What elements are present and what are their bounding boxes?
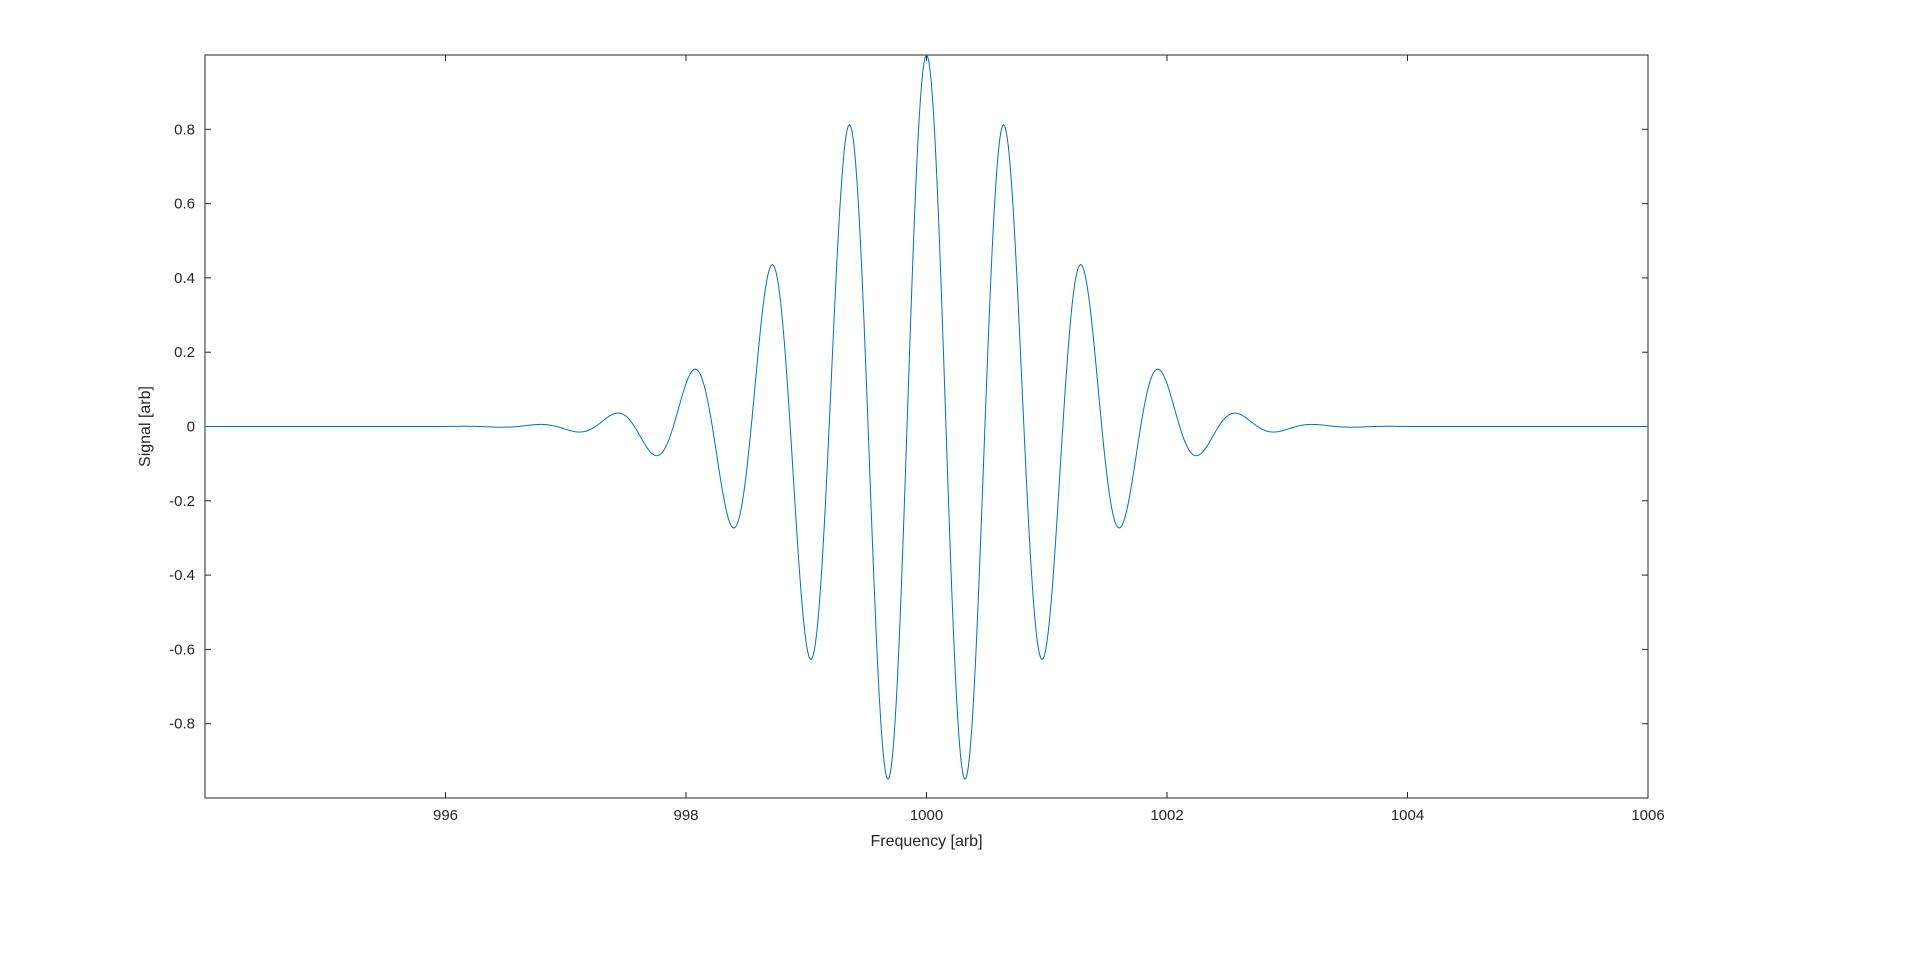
- y-tick-label: -0.4: [169, 567, 195, 584]
- chart-container: 996 998 1000 1002 1004 1006 -0.8 -0.6 -0.4 -0.2 0 0…: [0, 0, 1920, 971]
- y-tick-label: -0.6: [169, 641, 195, 658]
- y-tick-label: 0.2: [174, 344, 195, 361]
- y-axis-label: Signal [arb]: [137, 386, 154, 467]
- y-tick-label: -0.2: [169, 493, 195, 510]
- x-tick-label: 1002: [1150, 807, 1183, 824]
- x-tick-label: 1004: [1391, 807, 1424, 824]
- y-tick-label: 0: [187, 419, 195, 436]
- y-tick-label: 0.4: [174, 270, 195, 287]
- signal-line: [205, 55, 1648, 779]
- line-chart: 996 998 1000 1002 1004 1006 -0.8 -0.6 -0.4 -0.2 0 0…: [0, 0, 1920, 971]
- x-tick-label: 998: [673, 807, 698, 824]
- y-tick-label: -0.8: [169, 716, 195, 733]
- x-tick-label: 996: [433, 807, 458, 824]
- x-tick-label: 1006: [1631, 807, 1664, 824]
- x-tick-label: 1000: [910, 807, 943, 824]
- x-axis-label: Frequency [arb]: [870, 833, 982, 850]
- tick-labels: 996 998 1000 1002 1004 1006 -0.8 -0.6 -0.4 -0.2 0 0…: [169, 121, 1665, 824]
- y-tick-label: 0.6: [174, 196, 195, 213]
- y-tick-label: 0.8: [174, 121, 195, 138]
